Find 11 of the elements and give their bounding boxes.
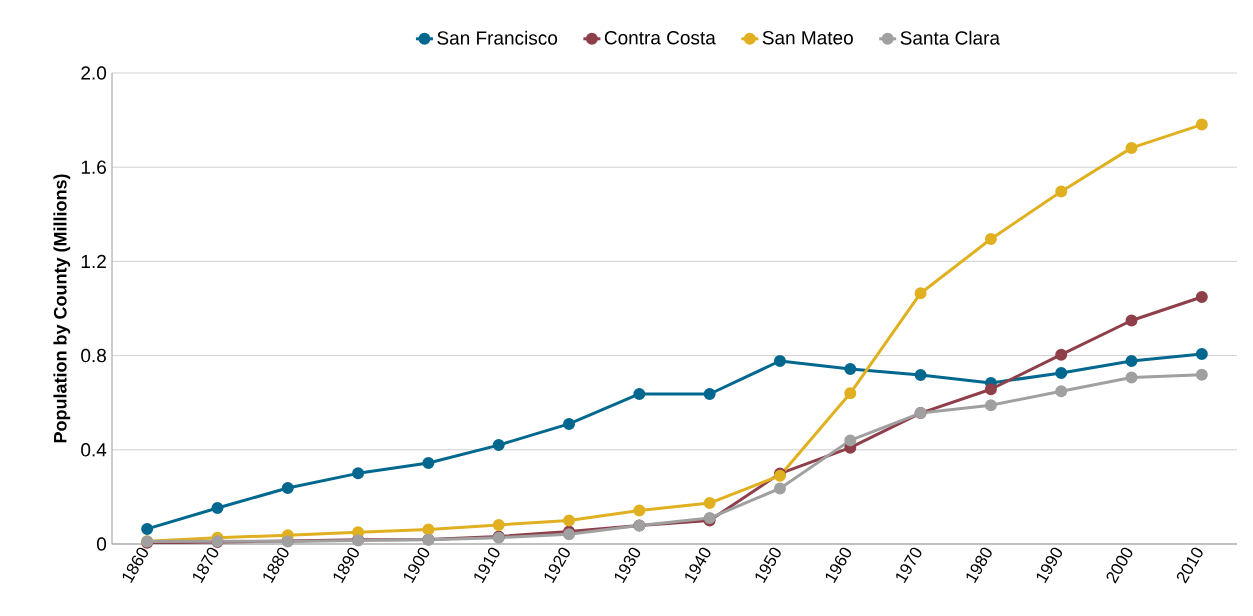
y-tick-label: 2.0 bbox=[81, 66, 107, 80]
legend-label: San Mateo bbox=[762, 31, 853, 45]
y-axis-title: Population by County (Millions) bbox=[53, 174, 71, 443]
legend-label: Santa Clara bbox=[900, 30, 1000, 45]
y-tick-label: 1.2 bbox=[81, 254, 106, 269]
legend-label: Contra Costa bbox=[604, 31, 716, 45]
y-tick-label: 0.4 bbox=[81, 443, 107, 457]
y-tick-label: 1.6 bbox=[81, 160, 106, 174]
y-tick-label: 0.8 bbox=[81, 348, 106, 363]
y-tick-label: 0 bbox=[96, 537, 107, 551]
legend-label: San Francisco bbox=[437, 30, 558, 45]
